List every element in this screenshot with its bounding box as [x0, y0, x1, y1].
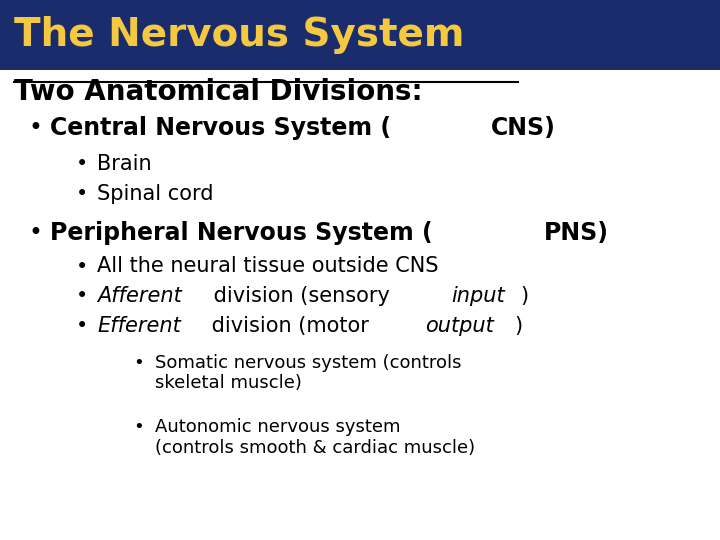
Text: CNS): CNS) — [490, 116, 555, 140]
Text: output: output — [426, 316, 494, 336]
Text: Brain: Brain — [97, 154, 152, 174]
Text: PNS): PNS) — [544, 221, 609, 245]
Text: ): ) — [521, 286, 528, 306]
Text: The Nervous System: The Nervous System — [14, 16, 465, 54]
Text: input: input — [451, 286, 505, 306]
Text: Autonomic nervous system
(controls smooth & cardiac muscle): Autonomic nervous system (controls smoot… — [155, 418, 475, 457]
Text: Afferent: Afferent — [97, 286, 182, 306]
Text: •: • — [29, 116, 42, 140]
Text: •: • — [76, 286, 88, 306]
Text: All the neural tissue outside CNS: All the neural tissue outside CNS — [97, 256, 438, 276]
Text: Peripheral Nervous System (: Peripheral Nervous System ( — [50, 221, 433, 245]
Text: division (motor: division (motor — [205, 316, 376, 336]
Text: •: • — [76, 154, 88, 174]
Text: division (sensory: division (sensory — [207, 286, 396, 306]
Text: •: • — [76, 184, 88, 204]
Text: Two Anatomical Divisions:: Two Anatomical Divisions: — [14, 78, 423, 106]
Text: •: • — [29, 221, 42, 245]
Text: •: • — [76, 316, 88, 336]
Text: •: • — [133, 354, 144, 372]
Text: Spinal cord: Spinal cord — [97, 184, 214, 204]
Text: ): ) — [514, 316, 522, 336]
Text: Efferent: Efferent — [97, 316, 181, 336]
Text: •: • — [76, 256, 88, 276]
FancyBboxPatch shape — [0, 0, 720, 70]
Text: Central Nervous System (: Central Nervous System ( — [50, 116, 392, 140]
Text: •: • — [133, 418, 144, 436]
Text: Somatic nervous system (controls
skeletal muscle): Somatic nervous system (controls skeleta… — [155, 354, 462, 393]
